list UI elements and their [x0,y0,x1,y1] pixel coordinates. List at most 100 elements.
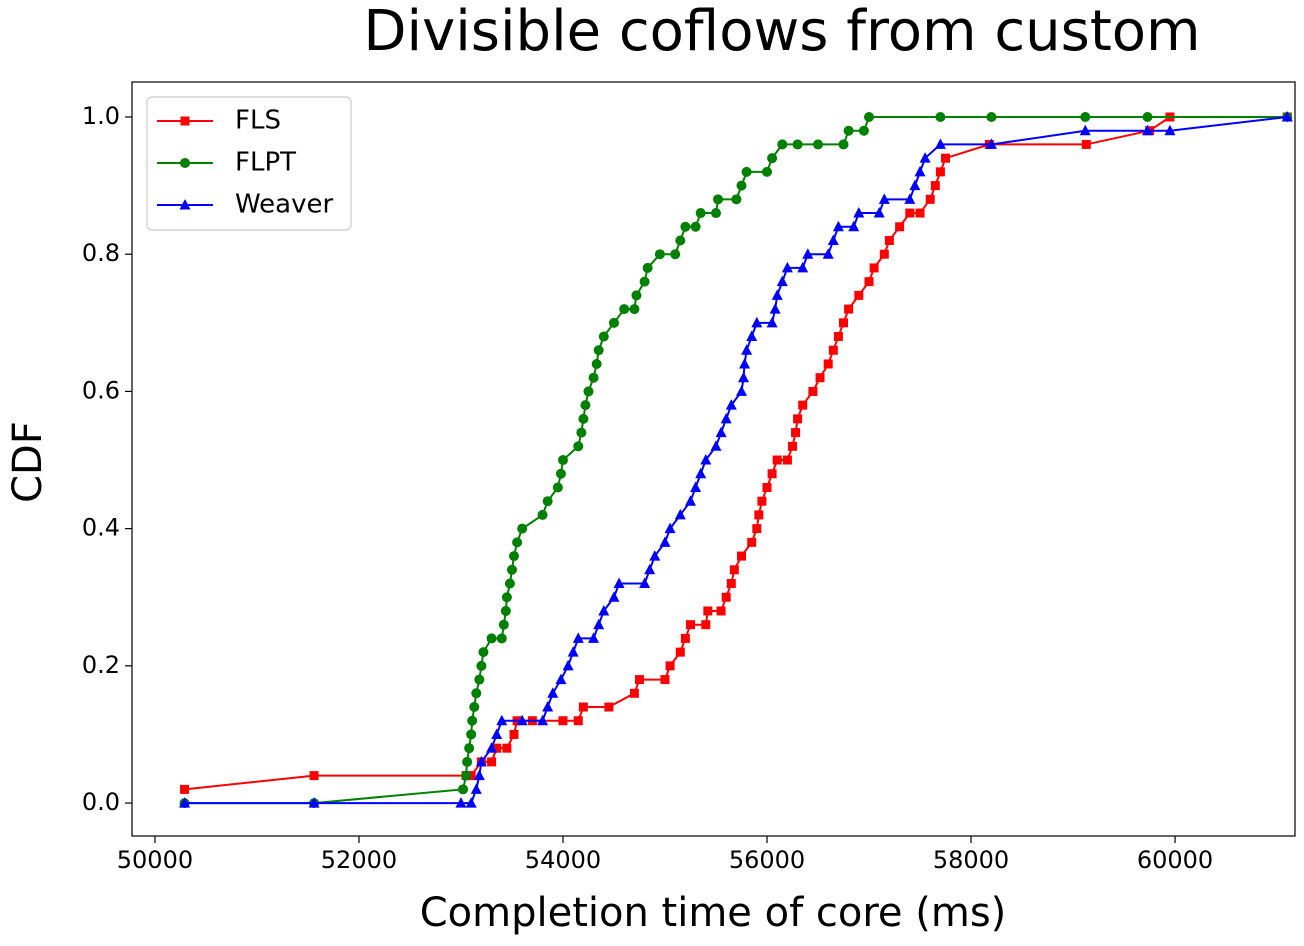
marker [501,592,512,603]
marker [777,139,788,150]
marker [797,261,809,273]
legend-label: Weaver [235,190,333,220]
marker [486,742,498,753]
marker [832,220,844,232]
marker [496,633,507,644]
marker [762,166,773,177]
marker [798,400,808,410]
marker [802,248,814,259]
marker [703,606,713,616]
marker [644,563,656,575]
marker [558,716,568,726]
marker [736,385,748,396]
marker [762,482,772,492]
marker [634,675,644,685]
marker [700,454,712,465]
marker [746,330,758,342]
marker [537,714,549,726]
y-tick-label: 0.0 [82,788,120,816]
marker [869,263,879,273]
marker [675,235,686,246]
marker [833,332,843,342]
marker [547,687,559,698]
marker [659,536,671,547]
marker [715,426,727,438]
marker [309,771,319,781]
marker [465,797,477,808]
marker [588,632,600,643]
marker [710,208,721,219]
marker [629,688,639,698]
marker [509,551,520,562]
marker [864,277,874,287]
legend: FLS FLPT Weaver [146,96,352,231]
marker [670,249,681,260]
marker [792,139,803,150]
marker [552,482,563,493]
marker [502,743,512,753]
marker [813,139,824,150]
marker [741,344,753,355]
marker [781,261,793,273]
marker [462,756,473,767]
marker [838,139,849,150]
marker [1164,124,1176,136]
marker [642,262,653,273]
marker [639,276,650,287]
marker [580,400,591,411]
marker [904,193,916,204]
marker [455,797,467,808]
marker [591,358,602,369]
marker [782,455,792,465]
x-tick-label: 54000 [525,846,601,874]
marker [858,125,869,136]
marker [476,660,487,671]
marker [793,414,803,424]
marker [716,606,726,616]
marker [578,413,589,424]
marker [878,193,890,204]
legend-marker [180,158,190,168]
marker [848,220,860,232]
marker [914,165,926,177]
marker [509,729,519,739]
marker [492,743,502,753]
marker [608,591,620,602]
marker [905,208,915,218]
marker [895,222,905,232]
legend-marker [179,199,191,210]
marker [690,221,701,232]
marker [726,579,736,589]
marker [1281,110,1293,122]
marker [537,509,548,520]
marker [660,675,670,685]
marker [769,303,781,314]
marker [555,468,566,479]
x-tick-label: 60000 [1137,846,1213,874]
marker [772,455,782,465]
marker [680,633,690,643]
marker [478,647,489,658]
marker [464,743,475,754]
marker [308,797,320,808]
marker [588,372,599,383]
marker [496,714,508,726]
legend-label: FLS [235,106,281,136]
y-axis-label: CDF [5,421,51,503]
marker [985,138,997,149]
marker [751,316,763,328]
legend-marker [180,116,190,126]
marker [684,495,696,506]
marker [853,207,865,218]
marker [710,440,722,451]
marker [822,248,834,259]
marker [578,702,588,712]
marker [491,728,503,739]
marker [516,714,528,726]
marker [665,661,675,671]
marker [757,496,767,506]
marker [598,331,609,342]
y-tick-label: 0.4 [82,514,120,542]
marker [909,179,921,191]
marker [469,702,480,713]
